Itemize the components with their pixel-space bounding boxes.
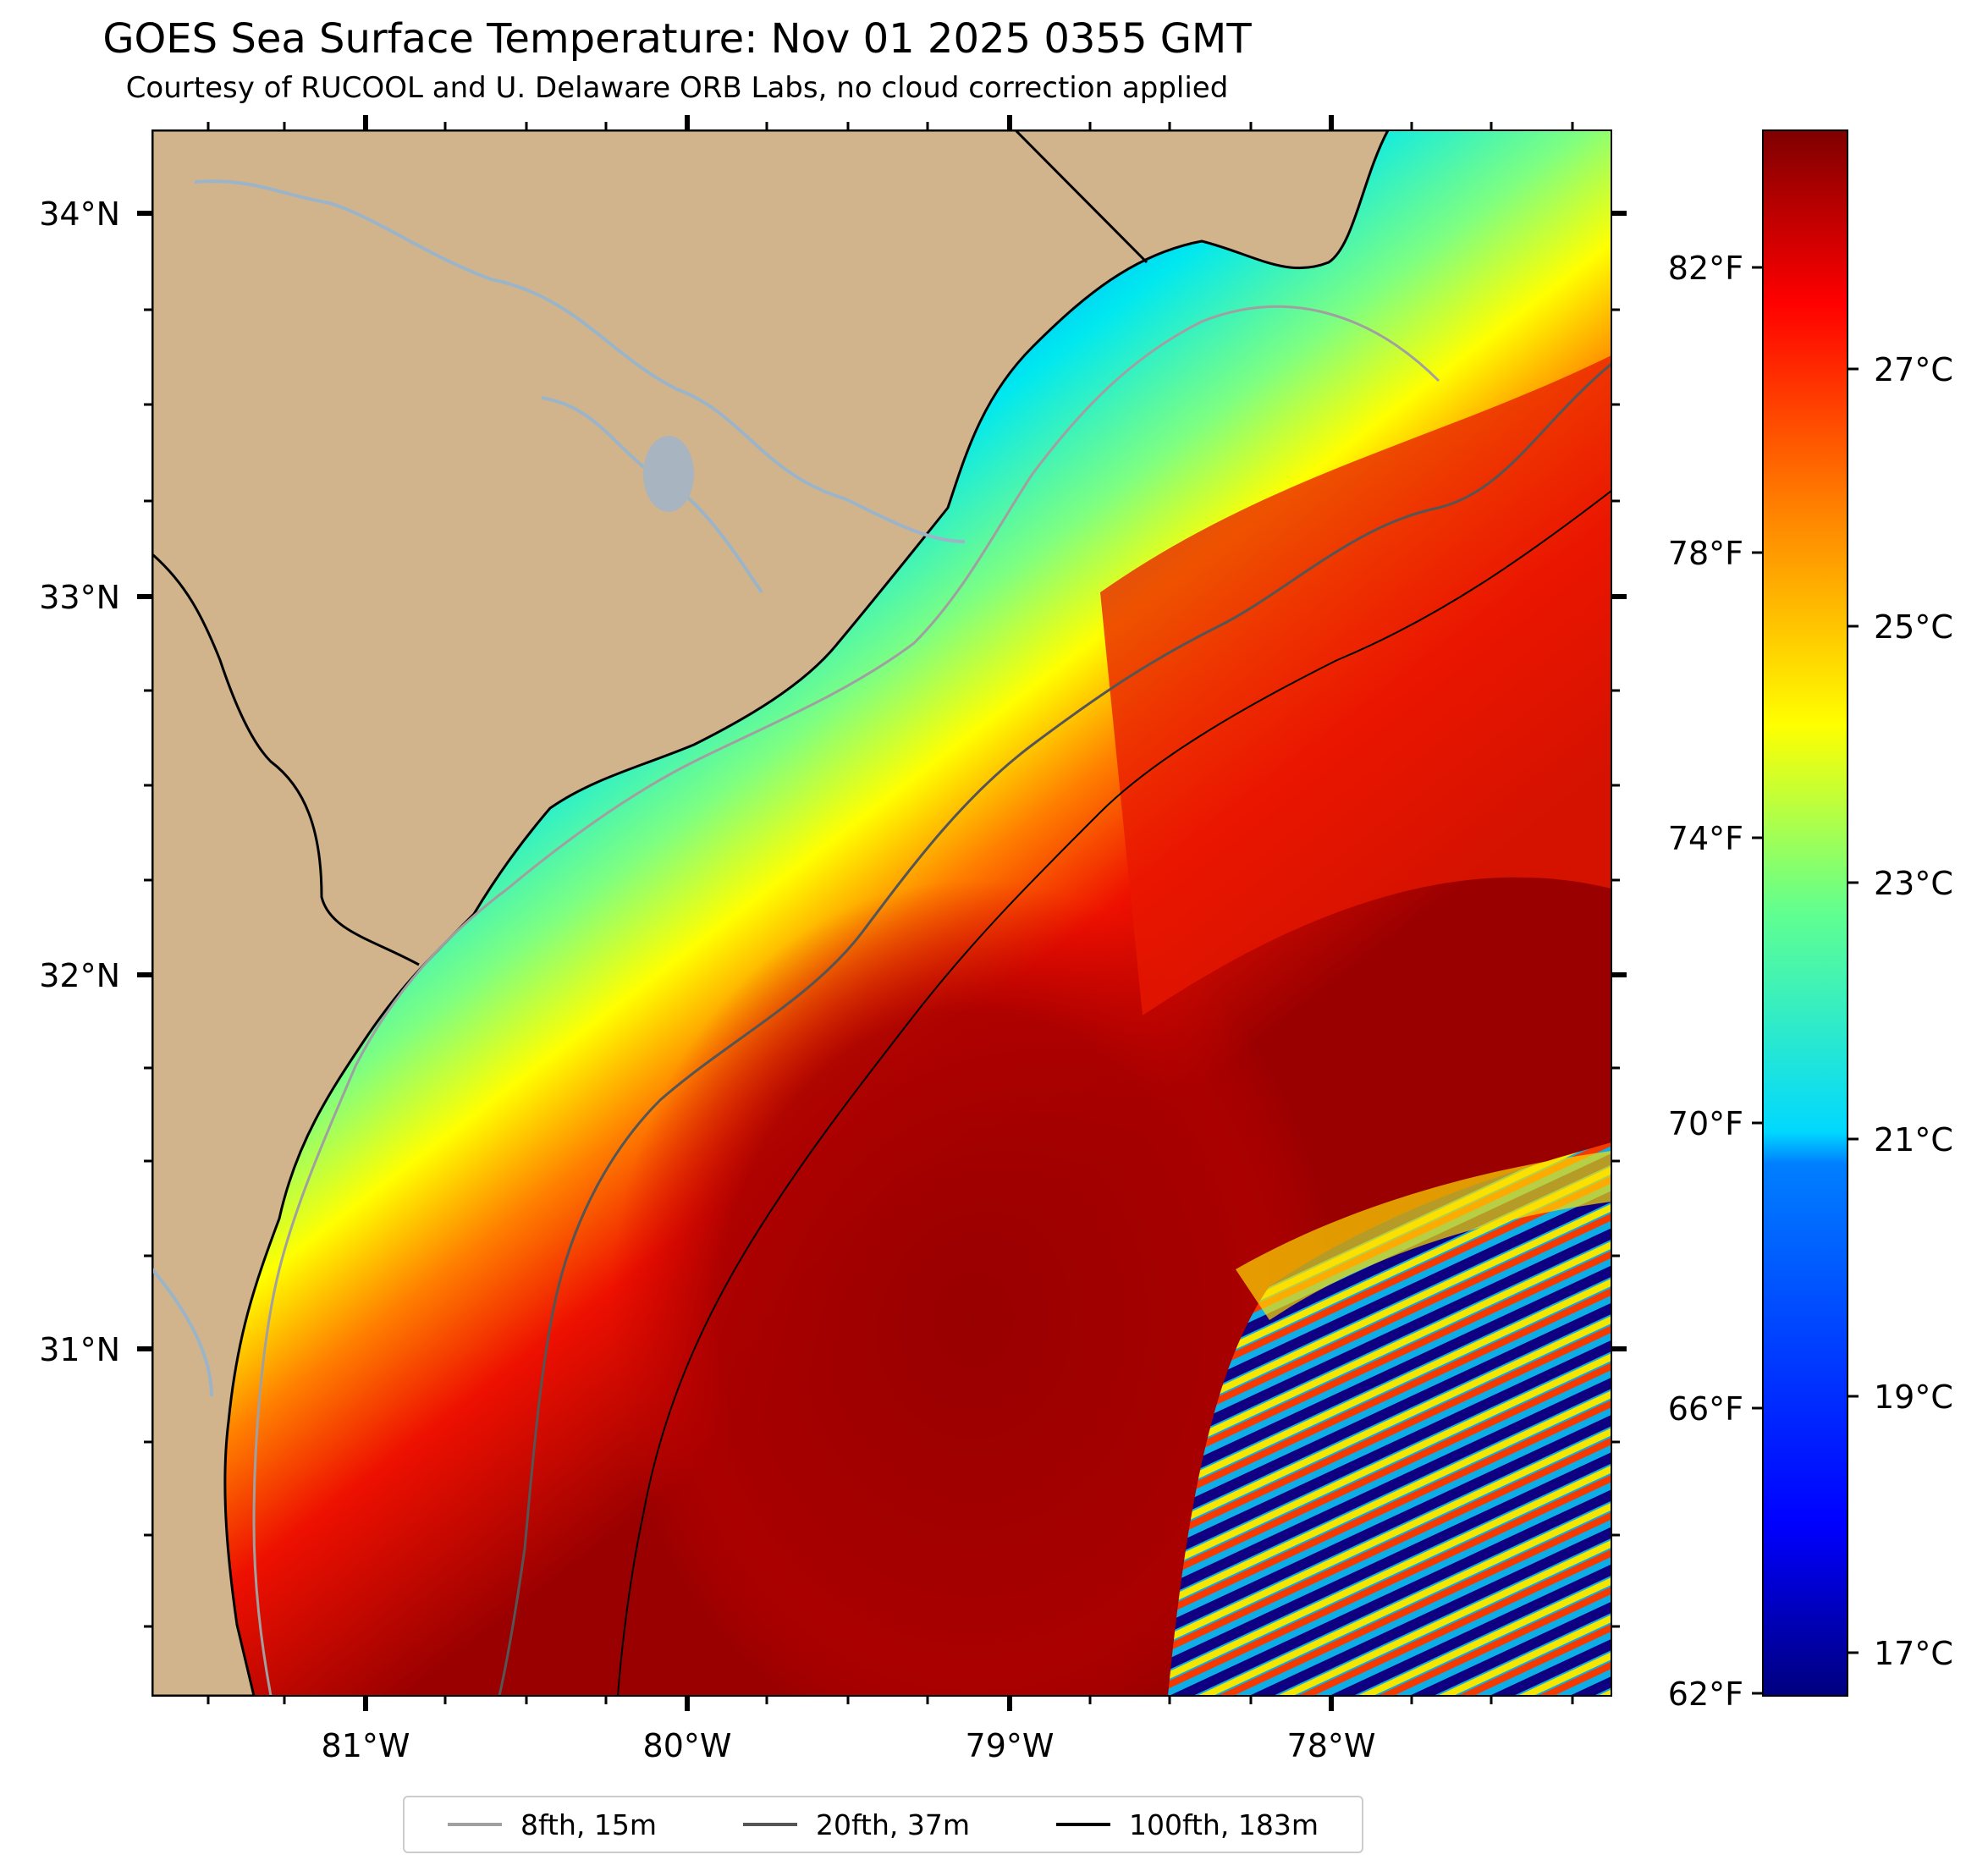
map-title: GOES Sea Surface Temperature: Nov 01 202… — [102, 15, 1252, 63]
warm-eddy — [1100, 355, 1611, 1015]
legend-label: 100fth, 183m — [1128, 1808, 1319, 1841]
isobath-15m — [252, 305, 1440, 1696]
lon-label: 81°W — [322, 1727, 410, 1764]
lat-label: 31°N — [39, 1331, 120, 1368]
colorbar — [1762, 129, 1848, 1697]
lat-label: 33°N — [39, 579, 120, 616]
legend-line-swatch — [447, 1823, 502, 1826]
river — [152, 1268, 213, 1397]
lat-label: 32°N — [39, 957, 120, 994]
land-mass — [152, 130, 1390, 1696]
legend-label: 8fth, 15m — [520, 1808, 657, 1841]
colorbar-f-label: 82°F — [1668, 250, 1743, 287]
colorbar-c-ticks — [1848, 367, 1859, 1654]
legend-item-183m: 100fth, 183m — [1055, 1808, 1319, 1841]
state-border — [152, 553, 420, 966]
colorbar-f-label: 74°F — [1668, 820, 1743, 857]
legend-line-swatch — [1055, 1823, 1110, 1826]
colorbar-c-label: 27°C — [1874, 351, 1953, 388]
colorbar-f-label: 78°F — [1668, 535, 1743, 572]
legend-line-swatch — [742, 1823, 797, 1826]
front-band — [1236, 1151, 1611, 1320]
colorbar-c-label: 17°C — [1874, 1635, 1953, 1672]
map-frame — [151, 129, 1612, 1697]
lake — [643, 436, 694, 512]
colorbar-f-label: 70°F — [1668, 1105, 1743, 1142]
isobath-183m — [617, 490, 1611, 1696]
lon-major-ticks — [363, 115, 1334, 1711]
colorbar-f-ticks — [1752, 266, 1763, 1695]
colorbar-f-label: 66°F — [1668, 1390, 1743, 1428]
lon-label: 78°W — [1287, 1727, 1376, 1764]
colorbar-c-label: 23°C — [1874, 865, 1953, 902]
legend-item-15m: 8fth, 15m — [447, 1808, 657, 1841]
minor-ticks — [144, 122, 1620, 1704]
gulf-stream-warm-core — [609, 880, 1337, 1696]
state-border — [1014, 130, 1148, 264]
lat-major-ticks — [137, 211, 1627, 1351]
river — [194, 179, 966, 543]
lon-label: 80°W — [643, 1727, 732, 1764]
legend-label: 20fth, 37m — [815, 1808, 970, 1841]
colorbar-c-label: 21°C — [1874, 1121, 1953, 1158]
map-area — [152, 130, 1611, 1696]
colorbar-c-label: 19°C — [1874, 1378, 1953, 1416]
colorbar-f-label: 62°F — [1668, 1676, 1743, 1713]
lat-label: 34°N — [39, 195, 120, 233]
colorbar-c-label: 25°C — [1874, 608, 1953, 646]
isobath-37m — [498, 362, 1611, 1696]
map-subtitle: Courtesy of RUCOOL and U. Delaware ORB L… — [125, 71, 1229, 105]
lon-label: 79°W — [966, 1727, 1055, 1764]
isobath-legend: 8fth, 15m 20fth, 37m 100fth, 183m — [403, 1796, 1363, 1853]
legend-item-37m: 20fth, 37m — [742, 1808, 970, 1841]
